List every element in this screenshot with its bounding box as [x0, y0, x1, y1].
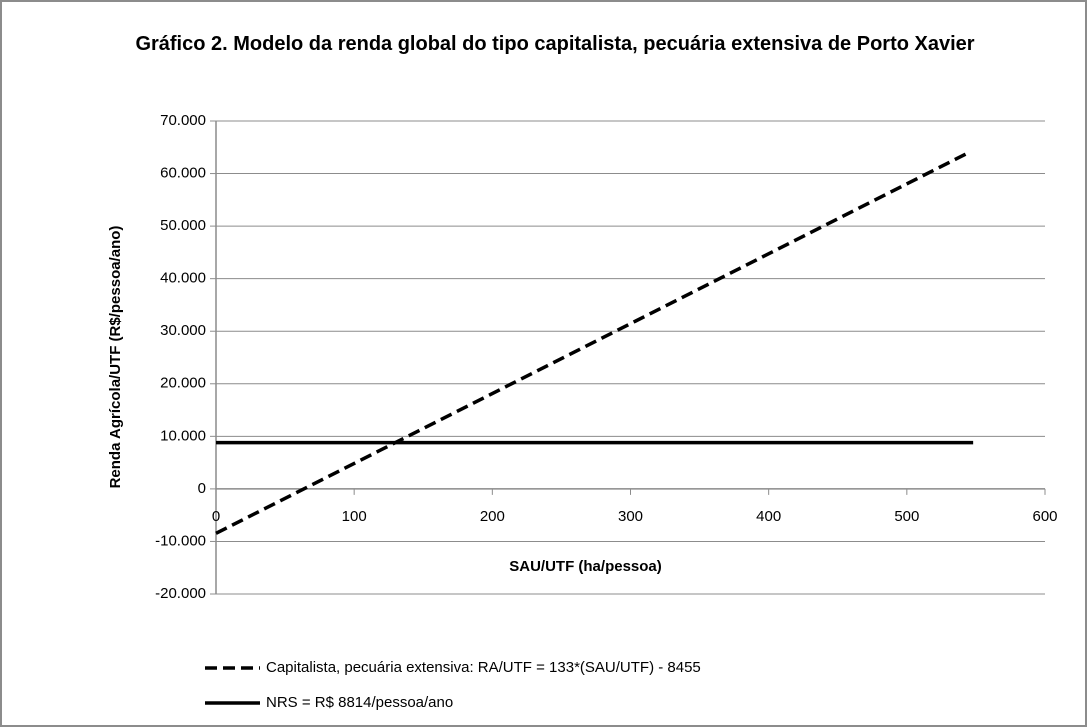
y-tick-label: 0	[198, 480, 206, 497]
chart-title: Gráfico 2. Modelo da renda global do tip…	[135, 33, 975, 55]
legend-label: NRS = R$ 8814/pessoa/ano	[266, 694, 453, 711]
legend-label: Capitalista, pecuária extensiva: RA/UTF …	[266, 659, 701, 676]
x-tick-label: 600	[1032, 508, 1057, 525]
y-tick-label: 10.000	[160, 427, 206, 444]
x-tick-label: 200	[480, 508, 505, 525]
y-tick-label: 30.000	[160, 322, 206, 339]
y-axis-label: Renda Agrícola/UTF (R$/pessoa/ano)	[107, 226, 124, 489]
x-tick-label: 400	[756, 508, 781, 525]
line-series	[215, 150, 970, 535]
y-tick-label: 50.000	[160, 217, 206, 234]
x-tick-label: 500	[894, 508, 919, 525]
x-tick-label: 100	[342, 508, 367, 525]
y-tick-label: 40.000	[160, 270, 206, 287]
y-tick-label: -10.000	[155, 532, 206, 549]
y-tick-label: -20.000	[155, 585, 206, 602]
y-tick-label: 70.000	[160, 112, 206, 129]
x-axis-label: SAU/UTF (ha/pessoa)	[509, 558, 662, 575]
y-tick-label: 20.000	[160, 375, 206, 392]
y-tick-label: 60.000	[160, 165, 206, 182]
x-tick-label: 300	[618, 508, 643, 525]
x-tick-label: 0	[212, 508, 220, 525]
